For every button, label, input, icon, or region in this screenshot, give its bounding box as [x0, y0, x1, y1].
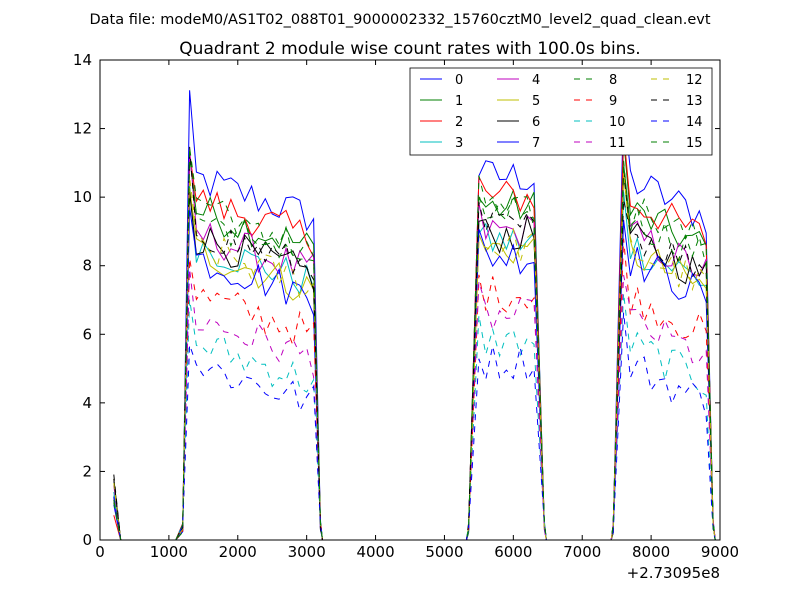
x-tick-label: 7000 [563, 543, 601, 561]
legend-label-9: 9 [609, 94, 617, 109]
legend-label-11: 11 [609, 136, 626, 151]
series-line-2 [113, 132, 716, 540]
y-tick-label: 2 [82, 462, 92, 480]
x-offset-label: +2.73095e8 [627, 564, 720, 582]
legend-label-8: 8 [609, 73, 617, 88]
legend-label-4: 4 [532, 73, 540, 88]
legend-label-12: 12 [686, 73, 703, 88]
y-tick-label: 6 [82, 325, 92, 343]
y-tick-label: 10 [73, 188, 92, 206]
series-line-8 [113, 152, 716, 540]
y-tick-label: 0 [82, 531, 92, 549]
legend-label-10: 10 [609, 115, 626, 130]
series-line-1 [113, 138, 716, 540]
x-tick-label: 5000 [425, 543, 463, 561]
x-tick-label: 0 [95, 543, 105, 561]
y-tick-label: 8 [82, 257, 92, 275]
plot-frame [99, 59, 721, 541]
figure-suptitle: Data file: modeM0/AS1T02_088T01_90000023… [89, 12, 710, 28]
legend-label-13: 13 [686, 94, 703, 109]
legend-label-6: 6 [532, 115, 540, 130]
x-tick-label: 4000 [356, 543, 394, 561]
x-tick-label: 6000 [494, 543, 532, 561]
series-line-7 [113, 207, 716, 540]
series-line-9 [113, 238, 716, 540]
legend-label-7: 7 [532, 136, 540, 151]
series-line-12 [113, 171, 716, 540]
chart-title: Quadrant 2 module wise count rates with … [179, 39, 640, 59]
legend-label-0: 0 [455, 73, 463, 88]
series-line-14 [113, 312, 716, 540]
legend-label-3: 3 [455, 136, 463, 151]
legend-label-2: 2 [455, 115, 463, 130]
y-tick-label: 4 [82, 394, 92, 412]
series-line-10 [113, 293, 716, 540]
y-tick-label: 12 [73, 120, 92, 138]
y-tick-label: 14 [73, 51, 92, 69]
x-axis: 0 1000 2000 3000 4000 5000 6000 7000 8000 9000 [95, 60, 739, 561]
legend-label-15: 15 [686, 136, 703, 151]
x-tick-label: 8000 [632, 543, 670, 561]
x-tick-label: 3000 [288, 543, 326, 561]
series-line-15 [113, 147, 716, 540]
series-line-11 [113, 268, 716, 540]
series-line-13 [113, 146, 716, 540]
legend-label-5: 5 [532, 94, 540, 109]
x-tick-label: 9000 [701, 543, 739, 561]
legend-box [409, 67, 713, 156]
x-tick-label: 2000 [219, 543, 257, 561]
legend-label-1: 1 [455, 94, 463, 109]
x-tick-label: 1000 [150, 543, 188, 561]
plot-area [113, 90, 716, 540]
legend-label-14: 14 [686, 115, 703, 130]
